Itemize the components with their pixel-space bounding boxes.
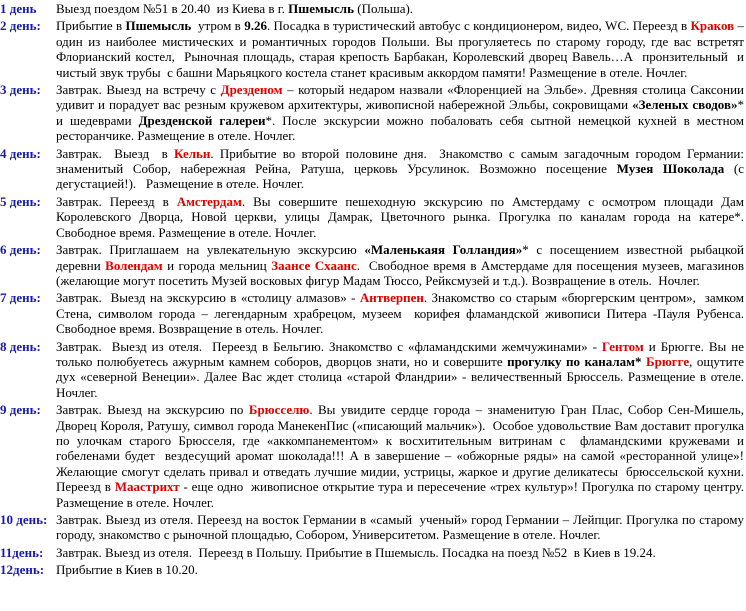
- day-label: 6 день:: [0, 242, 41, 258]
- text-segment: - еще одно живописное открытие тура и пе…: [56, 479, 744, 510]
- text-segment: Завтрак. Выезд в: [56, 145, 175, 161]
- text-segment: 9.26: [244, 18, 267, 34]
- text-segment: Пшемысль: [125, 18, 192, 34]
- day-row: 5 день: Завтрак. Переезд в Амстердам. Вы …: [0, 194, 744, 240]
- day-row: 12день: Прибытие в Киев в 10.20.: [0, 562, 744, 577]
- day-row: 6 день: Завтрак. Приглашаем на увлекатель…: [0, 242, 744, 288]
- text-segment: Завтрак. Выезд на встречу с: [56, 82, 221, 98]
- text-segment: – который недаром назвали «Флоренцией на…: [56, 82, 744, 113]
- text-segment: Завтрак. Выезд из отеля. Переезд в Бельг…: [56, 338, 602, 354]
- day-label: 3 день:: [0, 82, 41, 98]
- text-segment: (с дегустацией!). Размещение в отеле. Но…: [56, 161, 744, 192]
- text-segment: прогулку по каналам*: [507, 353, 642, 369]
- text-segment: Амстердам: [176, 193, 242, 209]
- day-text: Прибытие в Пшемысль утром в 9.26. Посадк…: [56, 18, 744, 80]
- day-label: 9 день:: [0, 402, 41, 418]
- text-segment: * с посещением известной рыбацкой деревн…: [56, 242, 744, 273]
- day-row: 4 день: Завтрак. Выезд в Кельн. Прибытие …: [0, 146, 744, 192]
- day-label: 10 день:: [0, 512, 48, 527]
- day-label: 5 день:: [0, 193, 41, 209]
- day-text: Прибытие в Киев в 10.20.: [56, 562, 744, 577]
- itinerary: 1 день Выезд поездом №51 в 20.40 из Киева…: [0, 1, 744, 577]
- day-row: 8 день: Завтрак. Выезд из отеля. Переезд …: [0, 339, 744, 401]
- day-row: 11день: Завтрак. Выезд из отеля. Переезд …: [0, 545, 744, 560]
- day-label: 11день:: [0, 544, 44, 560]
- day-label: 4 день:: [0, 145, 41, 161]
- day-row: 3 день: Завтрак. Выезд на встречу с Дрезд…: [0, 82, 744, 144]
- text-segment: Гентом: [601, 338, 644, 354]
- day-row: 2 день: Прибытие в Пшемысль утром в 9.26.…: [0, 18, 744, 80]
- day-text: Завтрак. Выезд из отеля. Переезд в Польш…: [56, 545, 744, 560]
- text-segment: «Зеленых сводов»: [632, 97, 738, 113]
- day-label: 1 день: [0, 1, 37, 16]
- text-segment: Дрезденской галереи: [138, 112, 266, 128]
- day-text: Завтрак. Выезд на экскурсию по Брюсселю.…: [56, 402, 744, 510]
- day-row: 9 день: Завтрак. Выезд на экскурсию по Бр…: [0, 402, 744, 510]
- text-segment: Музея Шоколада: [616, 161, 725, 177]
- text-segment: Маастрихт: [114, 479, 180, 495]
- text-segment: Пшемысль: [288, 1, 354, 16]
- text-segment: Завтрак. Выезд на экскурсию по: [56, 402, 249, 418]
- text-segment: Дрезденом: [220, 82, 283, 98]
- day-text: Завтрак. Выезд на встречу с Дрезденом – …: [56, 82, 744, 144]
- text-segment: Завтрак. Приглашаем на увлекательную экс…: [56, 242, 365, 258]
- text-segment: (Польша).: [353, 1, 414, 16]
- text-segment: . Вы совершите пешеходную экскурсию по А…: [56, 193, 744, 240]
- text-segment: Брюсселю: [248, 402, 310, 418]
- day-label: 2 день:: [0, 18, 41, 34]
- text-segment: Завтрак. Выезд из отеля. Переезд в Польш…: [56, 544, 656, 560]
- day-label: 12день:: [0, 562, 45, 578]
- text-segment: Прибытие в Киев в 10.20.: [56, 562, 198, 578]
- text-segment: * и шедеврами: [56, 97, 744, 128]
- text-segment: . Свободное время в Амстердаме для посещ…: [56, 257, 745, 288]
- text-segment: *. После экскурсии можно побаловать себя…: [56, 112, 745, 144]
- text-segment: Волендам: [105, 257, 163, 273]
- day-row: 10 день: Завтрак. Выезд из отеля. Переезд…: [0, 512, 744, 543]
- text-segment: Кельн: [174, 145, 211, 161]
- text-segment: – один из наиболее мистических и романти…: [56, 18, 745, 80]
- text-segment: Прибытие в: [56, 18, 126, 34]
- text-segment: Выезд поездом №51 в 20.40 из Киева в г.: [56, 1, 289, 16]
- day-text: Завтрак. Приглашаем на увлекательную экс…: [56, 242, 744, 288]
- day-text: Завтрак. Выезд в Кельн. Прибытие во втор…: [56, 146, 744, 192]
- day-text: Завтрак. Выезд на экскурсию в «столицу а…: [56, 290, 744, 336]
- day-label: 7 день:: [0, 290, 41, 306]
- text-segment: Завтрак. Выезд на экскурсию в «столицу а…: [56, 290, 360, 306]
- text-segment: . Знакомство со старым «бюргерским центр…: [56, 290, 744, 337]
- day-text: Завтрак. Выезд из отеля. Переезд на вост…: [56, 512, 744, 543]
- text-segment: Антверпен: [359, 290, 424, 306]
- day-text: Завтрак. Переезд в Амстердам. Вы соверши…: [56, 194, 744, 240]
- text-segment: . Прибытие во второй половине дня. Знако…: [56, 145, 744, 177]
- text-segment: Заансе Схаанс: [271, 257, 357, 273]
- text-segment: Завтрак. Выезд из отеля. Переезд на вост…: [56, 512, 744, 543]
- text-segment: и города мельниц: [162, 257, 272, 273]
- text-segment: , ощутите дух «северной Венеции». Далее …: [56, 353, 745, 400]
- text-segment: «Маленькаяя Голландия»: [364, 242, 523, 258]
- day-label: 8 день:: [0, 338, 41, 354]
- text-segment: Брюгге: [646, 353, 690, 369]
- text-segment: Краков: [690, 18, 735, 34]
- day-row: 7 день: Завтрак. Выезд на экскурсию в «ст…: [0, 290, 744, 336]
- text-segment: . Посадка в туристический автобус с конд…: [266, 18, 691, 34]
- text-segment: Завтрак. Переезд в: [56, 193, 177, 209]
- text-segment: . Вы увидите сердце города – знаменитую …: [56, 402, 744, 495]
- day-text: Завтрак. Выезд из отеля. Переезд в Бельг…: [56, 339, 744, 401]
- day-text: Выезд поездом №51 в 20.40 из Киева в г. …: [56, 1, 744, 16]
- day-row: 1 день Выезд поездом №51 в 20.40 из Киева…: [0, 1, 744, 16]
- text-segment: и Брюгге. Вы не только полюбуетесь ажурн…: [56, 338, 744, 369]
- text-segment: утром в: [191, 18, 245, 34]
